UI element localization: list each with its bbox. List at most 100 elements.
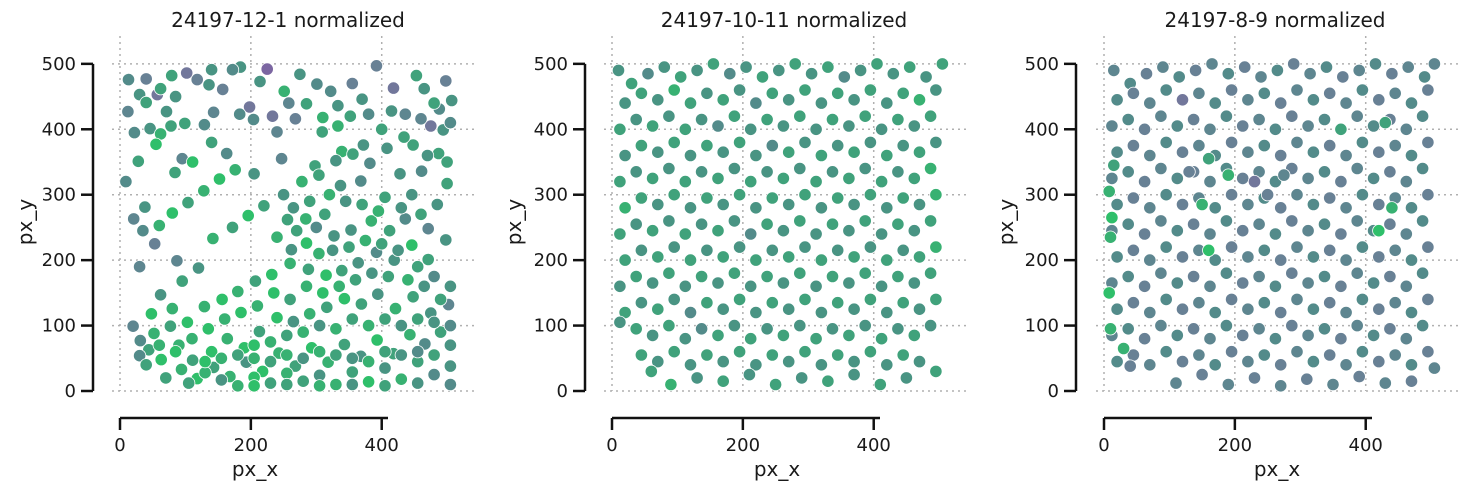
- scatter-point: [662, 266, 676, 280]
- scatter-point: [144, 307, 158, 321]
- scatter-point: [711, 171, 725, 185]
- scatter-point: [214, 373, 228, 387]
- scatter-point: [782, 93, 796, 107]
- scatter-point: [312, 318, 327, 333]
- scatter-point: [1352, 63, 1366, 78]
- scatter-point: [427, 348, 441, 362]
- scatter-point: [1323, 243, 1337, 257]
- scatter-point: [1143, 253, 1157, 267]
- scatter-point: [1195, 197, 1209, 212]
- scatter-point: [337, 292, 351, 306]
- scatter-point: [727, 109, 742, 123]
- scatter-point: [1306, 93, 1321, 107]
- scatter-point: [847, 145, 861, 159]
- scatter-point: [310, 77, 324, 91]
- scatter-point: [896, 139, 910, 153]
- scatter-point: [1421, 345, 1435, 359]
- scatter-point: [1121, 112, 1135, 127]
- scatter-point: [220, 146, 234, 161]
- scatter-point: [191, 261, 206, 275]
- scatter-point: [169, 345, 183, 359]
- scatter-point: [384, 104, 399, 118]
- scatter-point: [322, 188, 336, 202]
- scatter-point: [1138, 279, 1152, 293]
- scatter-point: [430, 197, 444, 212]
- scatter-point: [1287, 57, 1301, 71]
- scatter-point: [891, 112, 905, 127]
- scatter-point: [286, 314, 300, 329]
- scatter-point: [143, 122, 157, 136]
- scatter-point: [381, 269, 395, 284]
- y-axis-label: px_y: [502, 199, 526, 246]
- scatter-point: [821, 374, 835, 388]
- scatter-point: [197, 184, 211, 198]
- scatter-point: [369, 59, 384, 73]
- scatter-point: [1317, 217, 1332, 231]
- scatter-point: [427, 315, 441, 329]
- scatter-point: [411, 260, 425, 274]
- scatter-point: [250, 299, 264, 313]
- scatter-point: [1192, 296, 1206, 310]
- scatter-point: [613, 122, 627, 136]
- scatter-point: [651, 354, 665, 369]
- scatter-point: [667, 345, 681, 359]
- scatter-point: [744, 279, 758, 293]
- scatter-point: [1219, 318, 1234, 333]
- scatter-point: [667, 135, 681, 149]
- scatter-point: [798, 188, 812, 202]
- scatter-point: [180, 315, 194, 329]
- scatter-point: [225, 220, 240, 234]
- scatter-point: [716, 145, 730, 159]
- scatter-point: [424, 119, 438, 133]
- scatter-point: [197, 118, 211, 132]
- scatter-point: [1301, 224, 1315, 238]
- scatter-point: [1236, 224, 1250, 238]
- scatter-point: [1285, 318, 1299, 333]
- scatter-point: [159, 105, 174, 119]
- scatter-point: [1285, 109, 1299, 123]
- scatter-point: [205, 63, 219, 77]
- scatter-point: [1416, 161, 1430, 176]
- scatter-point: [299, 212, 313, 226]
- scatter-point: [1107, 158, 1121, 172]
- scatter-point: [378, 379, 392, 393]
- scatter-point: [363, 156, 377, 170]
- scatter-point: [315, 125, 329, 139]
- scatter-point: [664, 377, 678, 392]
- scatter-point: [1404, 305, 1419, 320]
- scatter-point: [716, 374, 730, 388]
- scatter-point: [782, 302, 796, 316]
- scatter-point: [765, 139, 779, 153]
- scatter-point: [131, 154, 145, 168]
- scatter-point: [863, 345, 878, 359]
- scatter-point: [858, 109, 872, 123]
- scatter-point: [1159, 240, 1173, 254]
- scatter-point: [1175, 250, 1190, 264]
- scatter-point: [1416, 214, 1430, 228]
- scatter-point: [427, 367, 441, 382]
- scatter-point: [1107, 63, 1121, 78]
- y-tick-label: 400: [534, 119, 568, 140]
- scatter-point: [1367, 119, 1381, 133]
- scatter-point: [825, 269, 840, 284]
- scatter-point: [831, 243, 845, 257]
- scatter-point: [788, 57, 802, 71]
- subplot-1: 0 100 200 300 400 500 0 200 400 24197-12-1 normal…: [13, 8, 477, 481]
- scatter-point: [853, 63, 868, 78]
- scatter-point: [1268, 122, 1283, 136]
- scatter-point: [831, 348, 845, 362]
- scatter-point: [923, 109, 938, 123]
- scatter-point: [1105, 171, 1119, 185]
- scatter-point: [263, 376, 278, 390]
- scatter-point: [749, 305, 763, 320]
- subplot-3: 0 100 200 300 400 500 0 200 400 24197-8-9 normali…: [994, 8, 1461, 481]
- scatter-point: [283, 292, 297, 306]
- scatter-point: [629, 322, 643, 336]
- scatter-point: [378, 345, 392, 359]
- scatter-point: [1416, 109, 1430, 123]
- scatter-point: [1219, 214, 1234, 228]
- scatter-point: [371, 204, 385, 218]
- scatter-point: [133, 333, 147, 348]
- scatter-point: [133, 260, 147, 274]
